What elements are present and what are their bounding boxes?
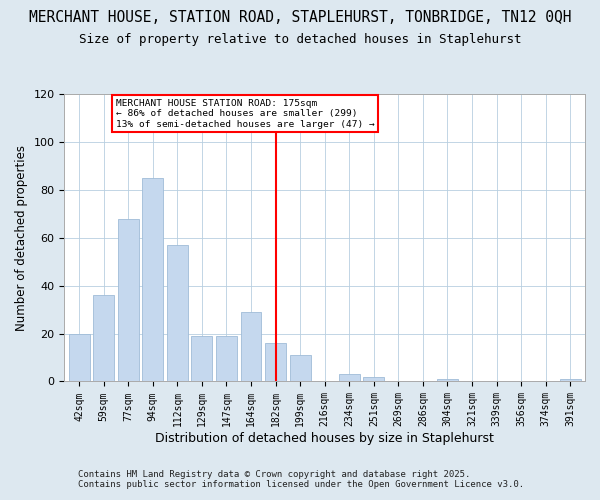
Bar <box>142 178 163 382</box>
Bar <box>241 312 262 382</box>
Bar <box>265 343 286 382</box>
Bar <box>118 218 139 382</box>
Y-axis label: Number of detached properties: Number of detached properties <box>15 144 28 330</box>
X-axis label: Distribution of detached houses by size in Staplehurst: Distribution of detached houses by size … <box>155 432 494 445</box>
Bar <box>364 376 384 382</box>
Text: Size of property relative to detached houses in Staplehurst: Size of property relative to detached ho… <box>79 32 521 46</box>
Bar <box>437 379 458 382</box>
Bar <box>93 295 114 382</box>
Text: MERCHANT HOUSE STATION ROAD: 175sqm
← 86% of detached houses are smaller (299)
1: MERCHANT HOUSE STATION ROAD: 175sqm ← 86… <box>116 99 375 128</box>
Bar <box>339 374 359 382</box>
Bar <box>167 245 188 382</box>
Bar <box>216 336 237 382</box>
Text: Contains HM Land Registry data © Crown copyright and database right 2025.
Contai: Contains HM Land Registry data © Crown c… <box>78 470 524 489</box>
Bar <box>69 334 89 382</box>
Bar <box>191 336 212 382</box>
Bar <box>290 355 311 382</box>
Text: MERCHANT HOUSE, STATION ROAD, STAPLEHURST, TONBRIDGE, TN12 0QH: MERCHANT HOUSE, STATION ROAD, STAPLEHURS… <box>29 10 571 25</box>
Bar <box>560 379 581 382</box>
